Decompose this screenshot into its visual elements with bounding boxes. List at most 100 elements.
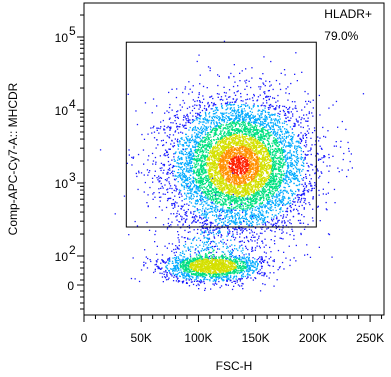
event-dot: [295, 152, 298, 154]
event-dot: [231, 235, 233, 238]
event-dot: [170, 127, 172, 129]
event-dot: [325, 193, 327, 195]
event-dot: [232, 149, 234, 151]
event-dot: [291, 101, 294, 103]
event-dot: [232, 172, 235, 175]
event-dot: [244, 193, 246, 195]
event-dot: [263, 222, 265, 224]
event-dot: [215, 204, 217, 207]
event-dot: [253, 186, 255, 188]
event-dot: [199, 187, 201, 189]
event-dot: [241, 110, 243, 112]
event-dot: [205, 194, 207, 197]
event-dot: [304, 183, 306, 185]
event-dot: [300, 194, 303, 197]
event-dot: [270, 84, 272, 86]
event-dot: [235, 99, 237, 101]
event-dot: [196, 145, 198, 148]
event-dot: [202, 136, 204, 138]
event-dot: [175, 185, 177, 187]
event-dot: [326, 165, 328, 167]
event-dot: [151, 132, 153, 134]
event-dot: [189, 151, 191, 153]
event-dot: [204, 159, 206, 161]
event-dot: [233, 64, 235, 66]
event-dot: [226, 121, 228, 123]
event-dot: [280, 128, 282, 130]
event-dot: [254, 158, 256, 161]
event-dot: [269, 151, 271, 153]
event-dot: [247, 224, 249, 226]
event-dot: [279, 128, 281, 130]
event-dot: [281, 133, 284, 135]
event-dot: [282, 181, 285, 183]
event-dot: [291, 139, 293, 141]
event-dot: [311, 188, 313, 190]
event-dot: [255, 196, 257, 198]
event-dot: [237, 130, 239, 133]
event-dot: [193, 211, 195, 213]
event-dot: [257, 139, 259, 141]
event-dot: [234, 157, 236, 159]
event-dot: [207, 119, 209, 122]
event-dot: [282, 151, 284, 153]
event-dot: [231, 199, 233, 201]
event-dot: [148, 155, 150, 157]
event-dot: [246, 208, 248, 210]
event-dot: [198, 251, 200, 254]
event-dot: [233, 163, 235, 166]
event-dot: [261, 174, 263, 176]
event-dot: [231, 142, 233, 144]
event-dot: [222, 135, 224, 138]
event-dot: [203, 190, 205, 193]
event-dot: [192, 159, 195, 161]
event-dot: [245, 170, 248, 173]
event-dot: [152, 127, 154, 129]
event-dot: [258, 186, 261, 189]
event-dot: [210, 130, 212, 132]
event-dot: [256, 173, 258, 175]
event-dot: [328, 157, 330, 159]
event-dot: [262, 242, 264, 244]
event-dot: [263, 161, 265, 163]
event-dot: [217, 173, 219, 176]
event-dot: [181, 178, 183, 181]
event-dot: [258, 210, 261, 212]
event-dot: [238, 153, 241, 155]
event-dot: [243, 121, 245, 123]
event-dot: [185, 141, 187, 144]
event-dot: [236, 201, 238, 203]
event-dot: [201, 137, 204, 139]
event-dot: [210, 162, 212, 164]
event-dot: [287, 192, 289, 194]
event-dot: [260, 175, 262, 177]
event-dot: [131, 156, 133, 159]
event-dot: [236, 160, 238, 162]
event-dot: [293, 134, 295, 136]
event-dot: [201, 210, 203, 212]
event-dot: [187, 167, 189, 170]
event-dot: [208, 184, 210, 187]
event-dot: [272, 157, 275, 159]
event-dot: [147, 159, 149, 161]
event-dot: [169, 169, 171, 171]
event-dot: [252, 105, 255, 107]
event-dot: [199, 151, 201, 154]
event-dot: [264, 128, 266, 131]
event-dot: [157, 179, 159, 181]
event-dot: [210, 123, 212, 125]
event-dot: [151, 112, 153, 114]
event-dot: [333, 145, 335, 147]
event-dot: [212, 163, 214, 165]
event-dot: [195, 190, 197, 192]
event-dot: [271, 160, 273, 163]
event-dot: [215, 198, 218, 200]
event-dot: [223, 86, 225, 88]
event-dot: [201, 186, 203, 188]
event-dot: [281, 157, 283, 159]
event-dot: [318, 246, 320, 248]
event-dot: [251, 152, 253, 154]
event-dot: [189, 187, 191, 189]
event-dot: [272, 195, 275, 197]
event-dot: [257, 196, 259, 198]
